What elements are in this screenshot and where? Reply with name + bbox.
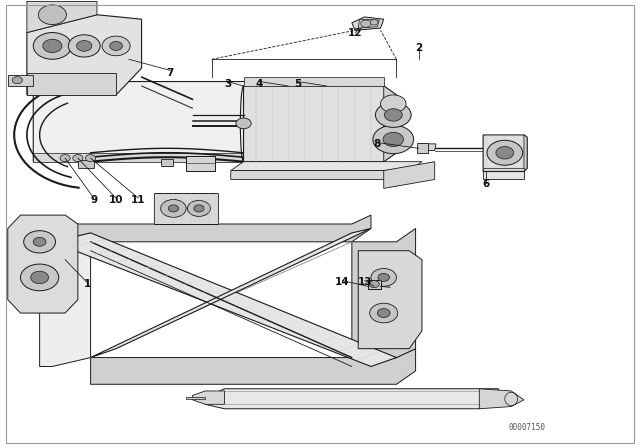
Bar	[78, 160, 94, 168]
Circle shape	[38, 5, 67, 25]
Polygon shape	[231, 162, 422, 171]
Polygon shape	[352, 17, 384, 30]
Polygon shape	[52, 233, 396, 366]
Circle shape	[383, 132, 403, 146]
Text: 11: 11	[131, 194, 146, 205]
Polygon shape	[384, 162, 435, 188]
Circle shape	[370, 303, 397, 323]
Polygon shape	[205, 389, 499, 409]
Polygon shape	[483, 168, 524, 172]
Polygon shape	[193, 391, 225, 404]
Circle shape	[12, 77, 22, 84]
Polygon shape	[358, 19, 380, 28]
Circle shape	[361, 20, 371, 27]
Circle shape	[369, 280, 380, 288]
Circle shape	[102, 36, 130, 56]
Text: 00007150: 00007150	[509, 423, 545, 432]
Circle shape	[43, 39, 62, 52]
Polygon shape	[27, 1, 97, 33]
Polygon shape	[368, 280, 381, 289]
Polygon shape	[333, 126, 384, 162]
Bar	[417, 143, 428, 153]
Polygon shape	[8, 215, 78, 313]
Circle shape	[373, 125, 413, 154]
Text: 3: 3	[224, 79, 231, 89]
Text: 5: 5	[294, 79, 301, 89]
Circle shape	[33, 33, 72, 59]
Circle shape	[381, 95, 406, 113]
Circle shape	[168, 205, 179, 212]
Text: 10: 10	[109, 194, 124, 205]
Polygon shape	[384, 86, 396, 162]
Polygon shape	[244, 77, 384, 86]
Circle shape	[77, 41, 92, 51]
Circle shape	[378, 273, 390, 281]
Text: 6: 6	[482, 179, 490, 189]
Circle shape	[20, 264, 59, 291]
Polygon shape	[186, 397, 205, 399]
Circle shape	[371, 268, 396, 286]
Text: 9: 9	[90, 194, 97, 205]
Circle shape	[487, 140, 523, 165]
Circle shape	[68, 35, 100, 57]
Polygon shape	[27, 73, 116, 95]
Polygon shape	[244, 86, 396, 162]
Text: 4: 4	[256, 79, 263, 89]
Polygon shape	[154, 193, 218, 224]
Polygon shape	[91, 228, 371, 358]
Circle shape	[496, 146, 514, 159]
Text: 8: 8	[374, 139, 381, 149]
Polygon shape	[483, 172, 524, 180]
Circle shape	[161, 199, 186, 217]
Polygon shape	[52, 215, 371, 242]
Polygon shape	[91, 349, 415, 384]
Circle shape	[24, 231, 56, 253]
Circle shape	[194, 205, 204, 212]
Circle shape	[33, 237, 46, 246]
Circle shape	[31, 271, 49, 284]
Circle shape	[378, 309, 390, 318]
Polygon shape	[33, 153, 333, 162]
Polygon shape	[27, 15, 141, 95]
Polygon shape	[524, 135, 527, 172]
Bar	[161, 159, 173, 166]
Polygon shape	[33, 82, 384, 162]
Text: 2: 2	[415, 43, 422, 53]
Circle shape	[188, 200, 211, 216]
Bar	[8, 75, 33, 86]
Polygon shape	[231, 171, 422, 180]
Circle shape	[73, 155, 83, 162]
Polygon shape	[483, 135, 527, 172]
Polygon shape	[358, 251, 422, 349]
Circle shape	[376, 103, 411, 127]
Circle shape	[60, 155, 70, 162]
Text: 14: 14	[335, 277, 349, 287]
Polygon shape	[40, 242, 91, 366]
Circle shape	[236, 118, 251, 129]
Polygon shape	[419, 144, 436, 151]
Text: 1: 1	[84, 279, 91, 289]
Circle shape	[371, 20, 378, 25]
Text: 12: 12	[348, 28, 362, 38]
Text: 7: 7	[166, 68, 174, 78]
Circle shape	[385, 109, 402, 121]
Text: 13: 13	[357, 277, 372, 287]
Polygon shape	[352, 228, 415, 358]
Bar	[186, 156, 215, 171]
Polygon shape	[479, 389, 524, 409]
Circle shape	[86, 155, 96, 162]
Circle shape	[109, 42, 122, 50]
